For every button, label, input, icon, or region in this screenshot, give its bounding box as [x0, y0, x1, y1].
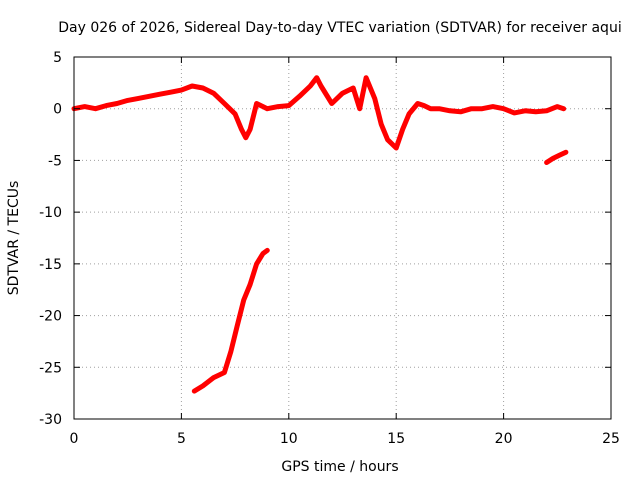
y-tick-label: -30: [39, 412, 62, 428]
y-tick-label: -15: [39, 257, 62, 273]
y-axis-label: SDTVAR / TECUs: [6, 181, 22, 296]
x-tick-label: 0: [70, 431, 79, 447]
y-tick-label: -5: [48, 153, 62, 169]
grid: [74, 57, 611, 419]
y-tick-label: 5: [53, 50, 62, 66]
x-tick-label: 5: [177, 431, 186, 447]
x-axis-label: GPS time / hours: [281, 459, 398, 475]
x-tick-label: 25: [602, 431, 620, 447]
series-line-segment-3: [544, 149, 569, 165]
x-tick-label: 15: [387, 431, 405, 447]
series-line-main: [71, 75, 567, 151]
y-tick-label: 0: [53, 102, 62, 118]
chart-title: Day 026 of 2026, Sidereal Day-to-day VTE…: [58, 20, 621, 36]
ticks: [73, 56, 612, 420]
series-line-segment-2: [191, 247, 270, 394]
x-tick-labels: 0 5 10 15 20 25: [70, 431, 620, 447]
y-tick-labels: 5 0 -5 -10 -15 -20 -25 -30: [39, 50, 62, 428]
x-tick-label: 20: [495, 431, 513, 447]
y-tick-label: -25: [39, 360, 62, 376]
y-tick-label: -10: [39, 205, 62, 221]
plot-frame: [73, 56, 612, 420]
y-tick-label: -20: [39, 309, 62, 325]
x-tick-label: 10: [280, 431, 298, 447]
series-layer: [71, 75, 569, 394]
